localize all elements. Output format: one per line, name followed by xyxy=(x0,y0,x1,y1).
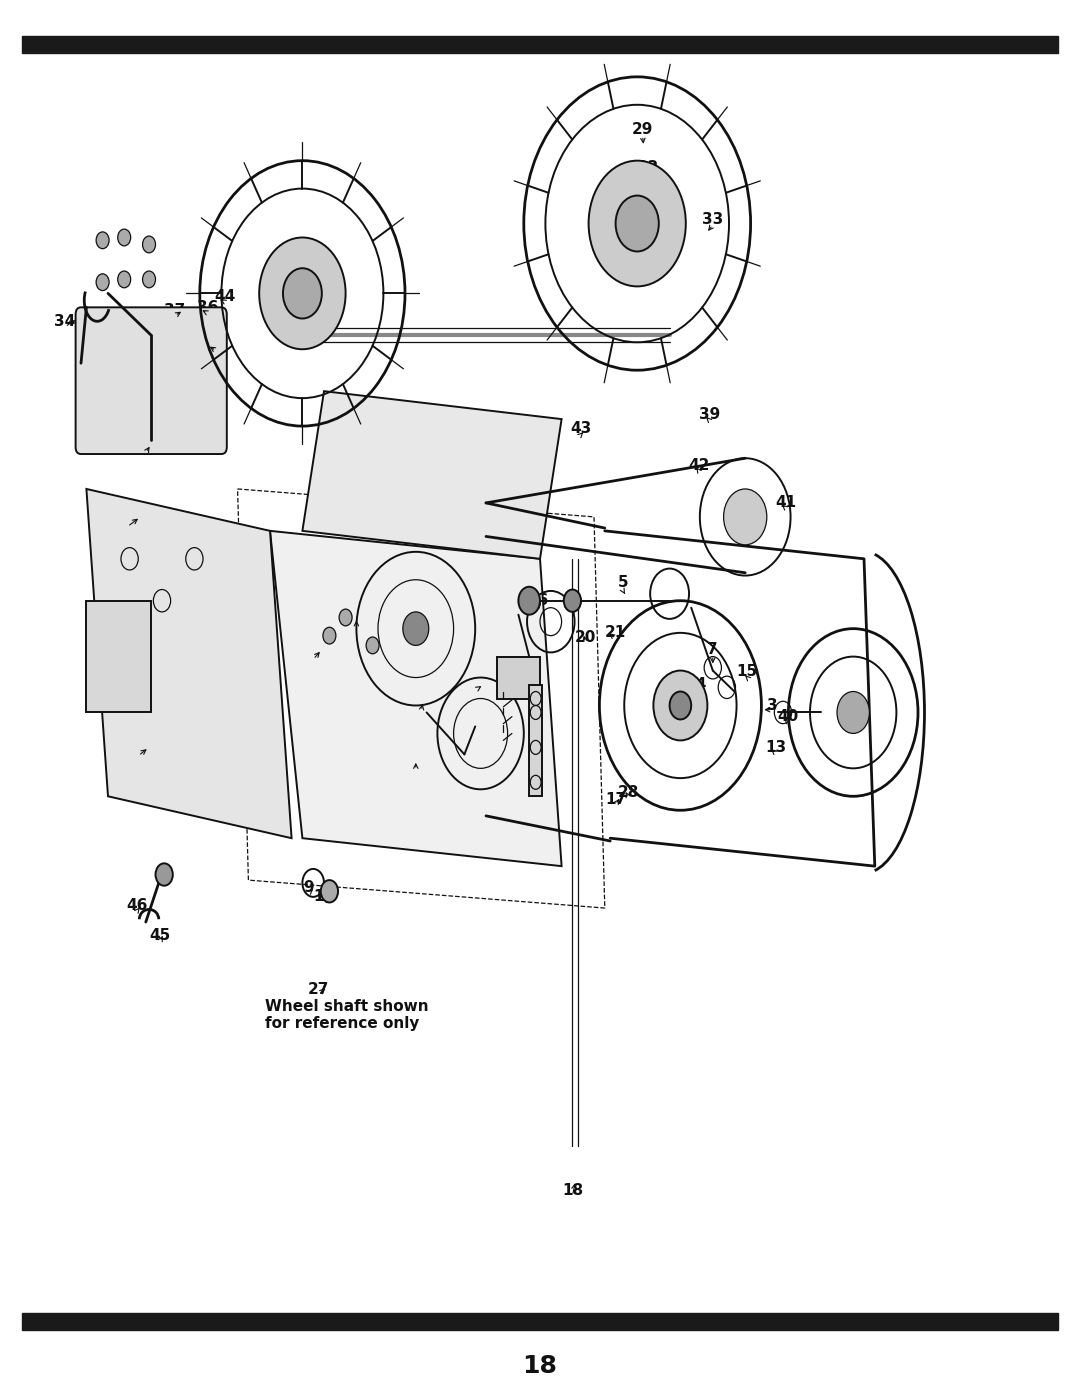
Text: 41: 41 xyxy=(775,496,797,510)
Text: 40: 40 xyxy=(778,710,799,724)
Text: 17: 17 xyxy=(605,792,626,806)
Circle shape xyxy=(339,609,352,626)
Circle shape xyxy=(670,692,691,719)
Text: 46: 46 xyxy=(126,898,148,912)
Text: 12: 12 xyxy=(313,890,335,904)
Text: 36: 36 xyxy=(197,300,218,314)
Text: 11: 11 xyxy=(302,647,324,661)
Polygon shape xyxy=(86,489,292,838)
Bar xyxy=(497,657,540,698)
Circle shape xyxy=(118,271,131,288)
Text: 21: 21 xyxy=(605,626,626,640)
Text: 5: 5 xyxy=(618,576,629,590)
Text: 3: 3 xyxy=(767,698,778,712)
Text: 44: 44 xyxy=(214,289,235,303)
Circle shape xyxy=(724,489,767,545)
Bar xyxy=(86,601,151,712)
Text: 15: 15 xyxy=(737,665,758,679)
Text: 39: 39 xyxy=(699,408,720,422)
Polygon shape xyxy=(270,531,562,866)
Bar xyxy=(22,1313,1058,1330)
Text: 18: 18 xyxy=(562,1183,583,1197)
Circle shape xyxy=(837,692,869,733)
Text: 31: 31 xyxy=(653,180,675,194)
Circle shape xyxy=(321,880,338,902)
Bar xyxy=(529,685,542,796)
Text: Wheel shaft shown
for reference only: Wheel shaft shown for reference only xyxy=(265,999,429,1031)
Circle shape xyxy=(616,196,659,251)
FancyBboxPatch shape xyxy=(76,307,227,454)
Text: 1: 1 xyxy=(351,624,362,638)
Text: 24: 24 xyxy=(686,678,707,692)
Circle shape xyxy=(323,627,336,644)
Text: 18: 18 xyxy=(523,1354,557,1379)
Text: 29: 29 xyxy=(632,123,653,137)
Text: 28: 28 xyxy=(618,785,639,799)
Circle shape xyxy=(283,268,322,319)
Text: 27: 27 xyxy=(308,982,329,996)
Text: 16: 16 xyxy=(527,594,549,608)
Circle shape xyxy=(564,590,581,612)
Text: 13: 13 xyxy=(765,740,786,754)
Text: 26: 26 xyxy=(127,743,149,757)
Text: 9: 9 xyxy=(303,880,314,894)
Circle shape xyxy=(589,161,686,286)
Text: 35: 35 xyxy=(135,440,157,454)
Text: 25: 25 xyxy=(467,676,488,690)
Text: 42: 42 xyxy=(688,458,710,472)
Text: 37: 37 xyxy=(164,303,186,317)
Text: 4: 4 xyxy=(122,528,133,542)
Polygon shape xyxy=(302,391,562,559)
Text: 34: 34 xyxy=(54,314,76,328)
Circle shape xyxy=(366,637,379,654)
Circle shape xyxy=(118,229,131,246)
Circle shape xyxy=(143,271,156,288)
Circle shape xyxy=(96,274,109,291)
Text: 45: 45 xyxy=(149,929,171,943)
Circle shape xyxy=(653,671,707,740)
Circle shape xyxy=(518,587,540,615)
Circle shape xyxy=(259,237,346,349)
Text: 6: 6 xyxy=(410,757,421,771)
Circle shape xyxy=(96,232,109,249)
Text: 43: 43 xyxy=(570,422,592,436)
Text: 8: 8 xyxy=(416,698,427,712)
Circle shape xyxy=(143,236,156,253)
Circle shape xyxy=(403,612,429,645)
Text: 38: 38 xyxy=(205,338,227,352)
Text: 2: 2 xyxy=(370,652,381,666)
Bar xyxy=(22,36,1058,53)
Text: 32: 32 xyxy=(637,161,659,175)
Text: 7: 7 xyxy=(707,643,718,657)
Text: 33: 33 xyxy=(702,212,724,226)
Text: 14: 14 xyxy=(508,675,529,689)
Circle shape xyxy=(156,863,173,886)
Text: 20: 20 xyxy=(575,630,596,644)
